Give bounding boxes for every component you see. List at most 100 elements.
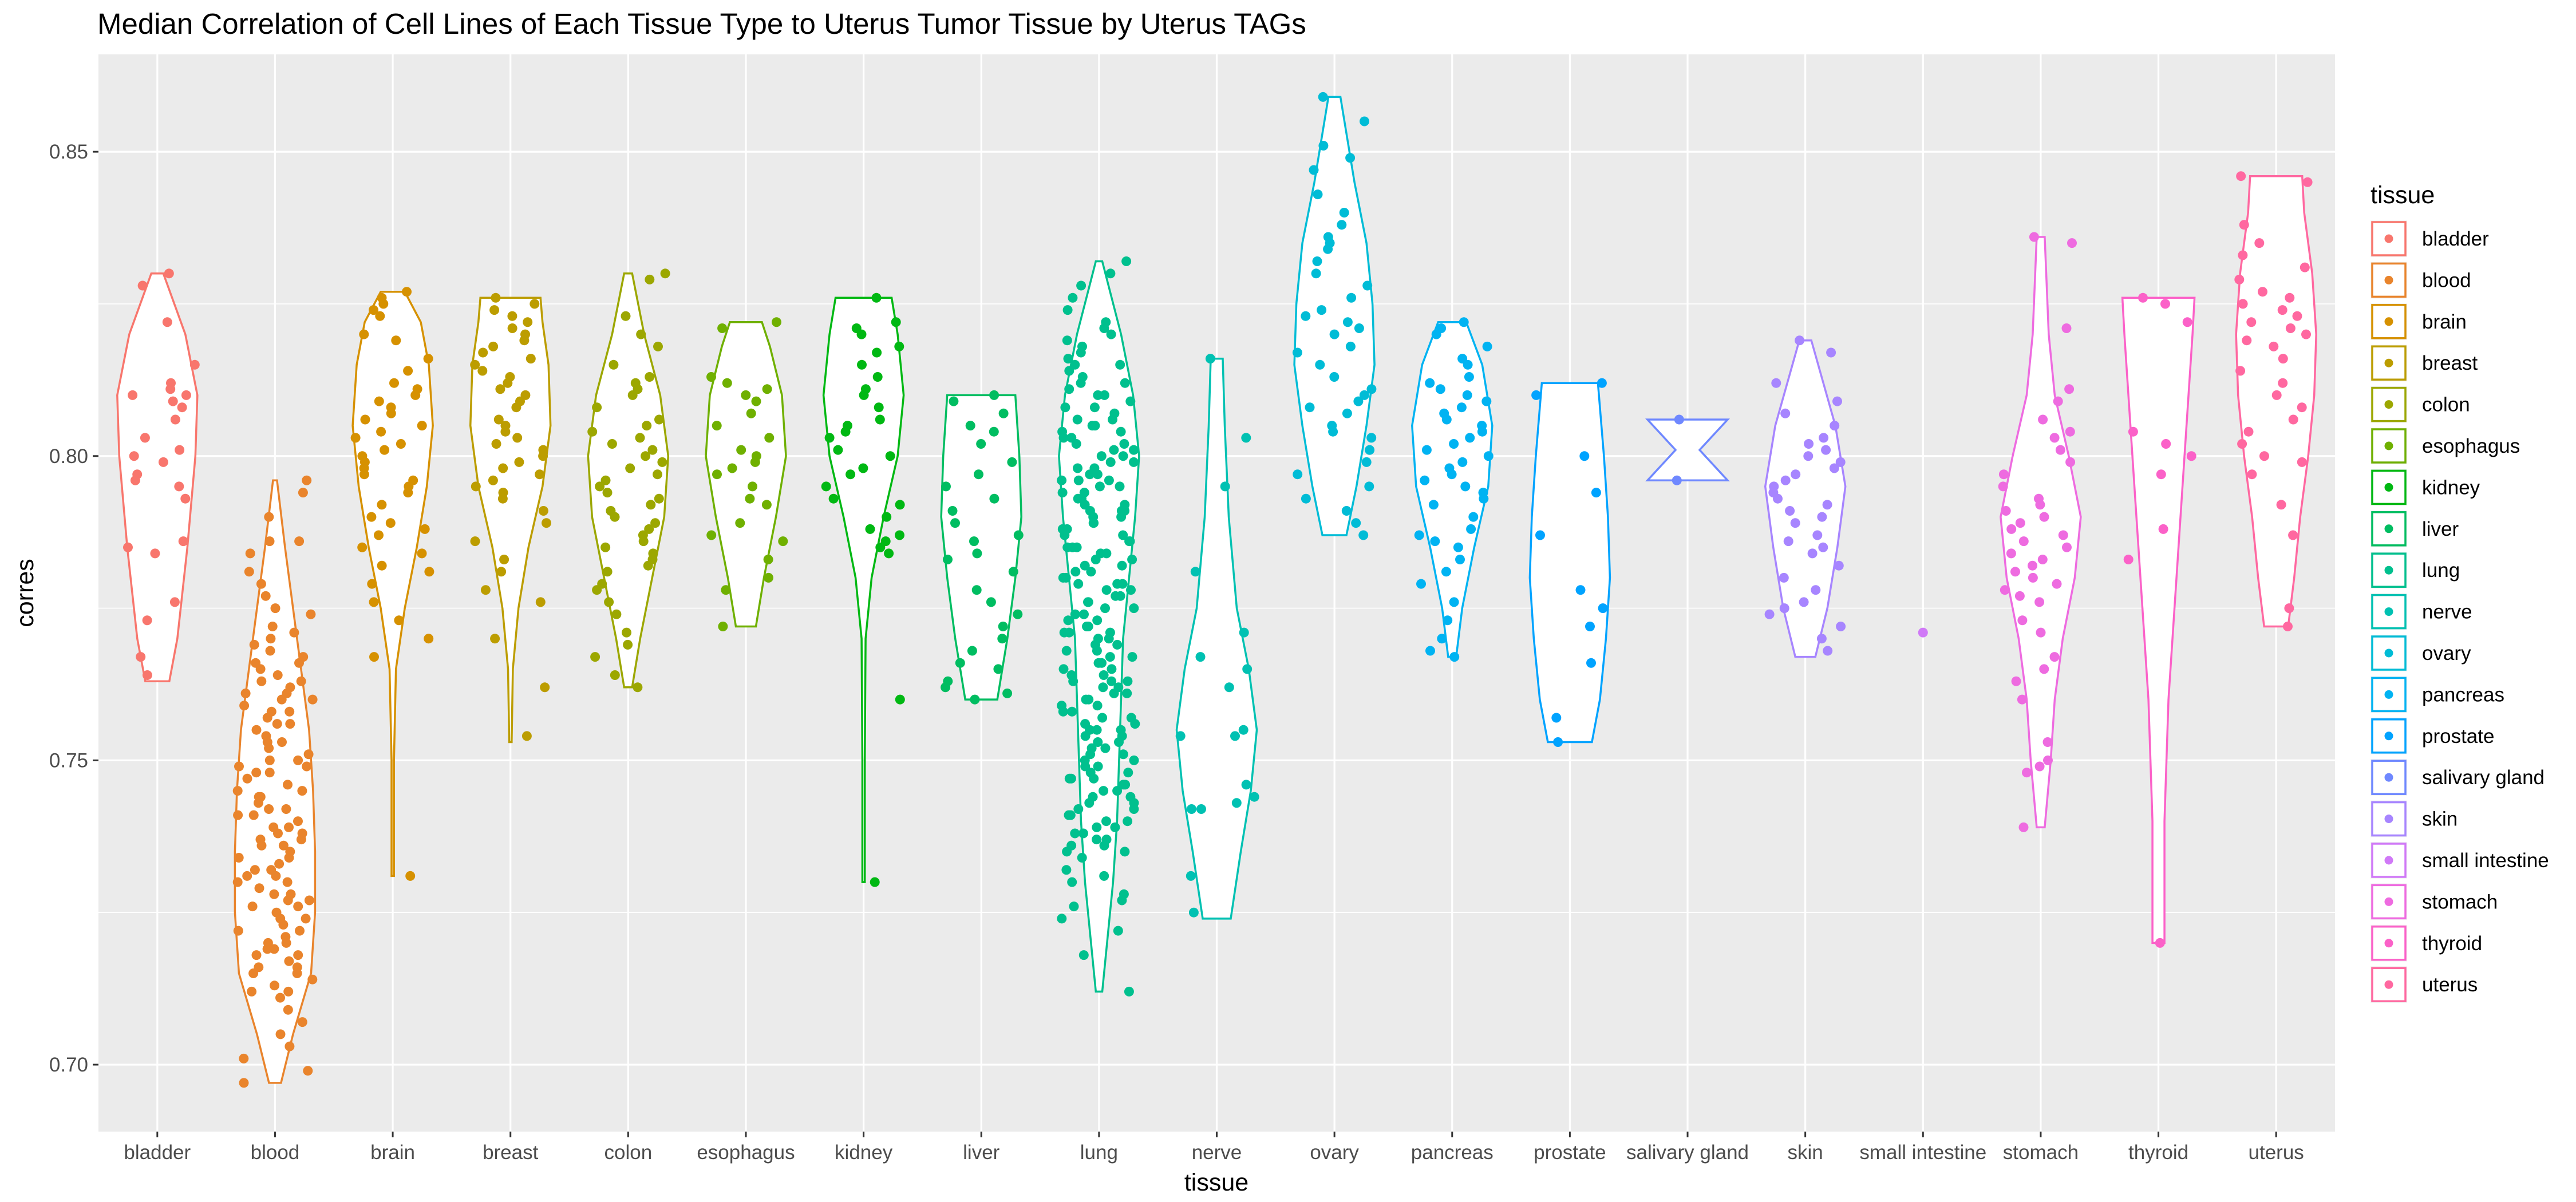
point-liver (1008, 567, 1018, 577)
point-lung (1111, 591, 1121, 601)
point-blood (244, 567, 254, 577)
violin-brain (351, 290, 434, 877)
point-bladder (150, 548, 160, 559)
point-breast (538, 451, 548, 461)
point-lung (1109, 688, 1119, 698)
point-uterus (2297, 457, 2307, 467)
legend-key-point (2384, 441, 2393, 450)
point-lung (1099, 840, 1109, 851)
legend-key (2371, 511, 2407, 547)
point-uterus (2283, 622, 2293, 631)
point-lung (1069, 902, 1079, 912)
point-bladder (180, 493, 191, 504)
violin-bladder (116, 272, 199, 682)
point-blood (293, 816, 303, 827)
point-lung (1114, 737, 1124, 747)
point-lung (1120, 780, 1131, 790)
point-skin (1771, 378, 1781, 388)
point-blood (265, 646, 275, 656)
point-brain (424, 567, 434, 577)
point-lung (1060, 402, 1070, 413)
point-brain (378, 299, 389, 309)
point-breast (491, 439, 501, 449)
point-liver (971, 585, 982, 595)
point-skin (1819, 433, 1829, 443)
point-lung (1079, 488, 1089, 498)
point-lung (1122, 688, 1132, 698)
point-lung (1062, 305, 1073, 315)
point-kidney (846, 469, 856, 480)
point-colon (592, 402, 602, 413)
point-pancreas (1441, 567, 1451, 577)
legend-item-label: prostate (2422, 725, 2494, 748)
point-lung (1089, 518, 1099, 528)
point-blood (264, 755, 275, 765)
point-ovary (1346, 292, 1357, 303)
point-brain (360, 414, 370, 425)
point-blood (234, 761, 244, 772)
point-brain (417, 421, 427, 431)
point-blood (306, 609, 316, 619)
point-colon (638, 536, 649, 547)
point-nerve (1224, 682, 1234, 693)
point-colon (647, 445, 658, 455)
point-ovary (1354, 323, 1364, 333)
point-lung (1096, 451, 1107, 461)
point-lung (1064, 627, 1074, 638)
point-ovary (1359, 390, 1369, 400)
x-tick-label: thyroid (2128, 1141, 2188, 1164)
point-colon (610, 512, 620, 522)
x-tick-label: breast (483, 1141, 539, 1164)
point-stomach (2049, 433, 2060, 443)
point-esophagus (706, 530, 717, 540)
point-skin (1823, 646, 1833, 656)
point-blood (307, 694, 318, 705)
point-uterus (2269, 341, 2279, 351)
point-breast (488, 341, 499, 351)
point-lung (1106, 329, 1116, 339)
legend-key-point (2384, 566, 2393, 575)
point-uterus (2285, 323, 2296, 333)
point-lung (1105, 457, 1116, 467)
point-prostate (1551, 713, 1562, 723)
point-uterus (2246, 317, 2257, 327)
point-colon (641, 451, 651, 461)
point-lung (1099, 786, 1109, 796)
point-prostate (1553, 737, 1563, 747)
point-lung (1093, 761, 1103, 772)
point-colon (590, 652, 600, 662)
point-brain (402, 287, 412, 297)
point-lung (1062, 847, 1072, 857)
legend-item-label: ovary (2422, 642, 2471, 665)
point-pancreas (1455, 555, 1465, 564)
point-lung (1078, 950, 1089, 960)
point-lung (1124, 986, 1134, 997)
point-ovary (1329, 329, 1340, 339)
point-ovary (1345, 153, 1356, 163)
point-lung (1070, 609, 1080, 619)
point-salivary-gland (1672, 475, 1682, 485)
point-stomach (2018, 536, 2029, 547)
point-pancreas (1468, 512, 1479, 522)
point-kidney (875, 414, 885, 425)
legend-key-point (2384, 234, 2393, 243)
point-colon (646, 500, 656, 510)
point-liver (967, 646, 977, 656)
point-esophagus (761, 500, 772, 510)
point-prostate (1586, 658, 1596, 668)
point-skin (1803, 451, 1814, 461)
point-brain (374, 396, 384, 406)
point-nerve (1220, 481, 1230, 492)
point-colon (645, 372, 655, 382)
point-colon (611, 609, 622, 619)
point-blood (275, 1029, 286, 1039)
point-lung (1088, 792, 1098, 802)
legend-item-label: skin (2422, 808, 2458, 831)
point-liver (943, 555, 953, 564)
point-kidney (874, 402, 884, 413)
point-lung (1080, 731, 1091, 741)
point-pancreas (1437, 634, 1447, 644)
point-lung (1115, 359, 1125, 370)
point-pancreas (1449, 597, 1459, 607)
point-thyroid (2161, 439, 2171, 449)
